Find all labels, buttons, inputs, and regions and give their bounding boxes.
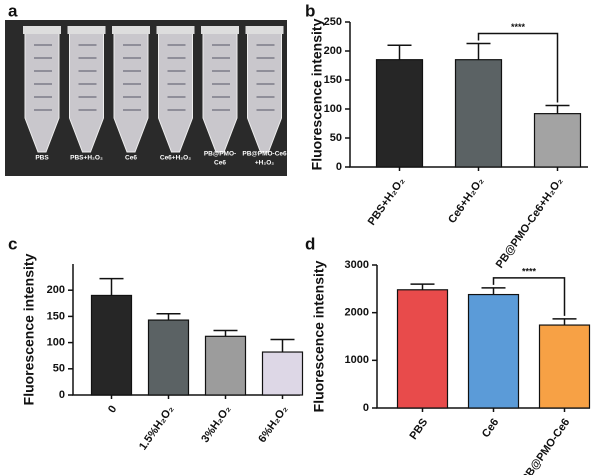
y-tick-label: 100	[47, 337, 65, 349]
y-tick-label: 150	[47, 310, 65, 322]
tube-cap	[245, 26, 284, 34]
bar	[375, 59, 424, 168]
tube-cap	[156, 26, 195, 34]
significance-bracket	[477, 32, 559, 103]
panel-label: c	[8, 234, 17, 253]
panel-label: a	[8, 1, 18, 20]
y-axis-label: Fluorescence intensity	[21, 253, 37, 405]
bar	[204, 335, 247, 396]
y-tick-label: 200	[324, 45, 342, 57]
x-tick-label: PBS	[408, 417, 431, 442]
bar	[467, 293, 520, 409]
y-axis-label: Fluorescence intensity	[311, 260, 327, 412]
y-tick-label: 1000	[345, 354, 369, 366]
significance-label: ****	[511, 22, 526, 32]
y-tick-label: 0	[336, 161, 342, 173]
tube-label: PBS	[35, 155, 49, 162]
tube-label: Ce6	[125, 155, 137, 162]
bar	[147, 319, 190, 396]
bar	[533, 113, 582, 168]
x-tick-label: 1.5%H₂O₂	[137, 403, 176, 452]
y-axis-label: Fluorescence intensity	[309, 18, 325, 170]
y-tick-label: 3000	[345, 259, 369, 271]
y-tick-label: 250	[324, 16, 342, 28]
bar	[538, 324, 591, 409]
significance-bracket	[492, 277, 566, 316]
tube-label: PBS+H₂O₂	[70, 155, 103, 162]
tube-cap	[23, 26, 61, 34]
bar	[261, 351, 304, 396]
tube-cap	[112, 26, 150, 34]
x-tick-label: 6%H₂O₂	[256, 403, 290, 445]
tube-cap	[67, 26, 106, 34]
y-tick-label: 150	[324, 74, 342, 86]
x-tick-label: 3%H₂O₂	[199, 403, 233, 445]
y-tick-label: 0	[363, 402, 369, 414]
x-tick-label: Ce6	[480, 417, 501, 440]
bar	[396, 289, 449, 409]
tube-label: PB@PMO-	[204, 151, 236, 158]
y-tick-label: 100	[324, 103, 342, 115]
x-tick-label: PB@PMO-Ce6+H₂O₂	[494, 175, 566, 270]
panel-label: b	[305, 1, 315, 20]
y-tick-label: 0	[59, 389, 65, 401]
bar	[454, 59, 503, 168]
significance-label: ****	[522, 266, 537, 276]
x-tick-label: 0	[106, 404, 119, 416]
y-tick-label: 2000	[345, 307, 369, 319]
x-tick-label: PB@PMO-Ce6	[520, 417, 573, 475]
x-tick-label: PBS+H₂O₂	[366, 175, 408, 227]
tube-label: PB@PMO-Ce6	[242, 151, 287, 158]
y-tick-label: 50	[330, 132, 342, 144]
tube-label: Ce6	[214, 160, 226, 167]
x-tick-label: Ce6+H₂O₂	[446, 175, 486, 225]
tube-cap	[201, 26, 239, 34]
bar	[90, 294, 133, 396]
panel-label: d	[305, 234, 315, 253]
tube-label: Ce6+H₂O₂	[160, 155, 191, 162]
tube-label: +H₂O₂	[255, 160, 274, 167]
y-tick-label: 50	[53, 363, 65, 375]
y-tick-label: 200	[47, 284, 65, 296]
